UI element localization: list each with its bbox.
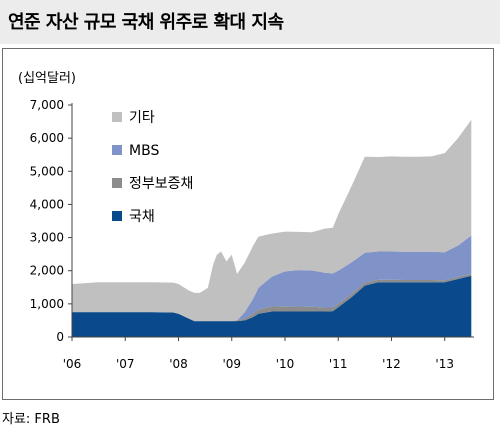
x-tick-label: '13	[435, 357, 454, 371]
y-tick-label: 4,000	[30, 197, 64, 211]
legend-swatch-gita	[112, 112, 122, 122]
x-tick-label: '12	[382, 357, 401, 371]
x-tick-label: '11	[329, 357, 348, 371]
legend-swatch-treasury	[112, 211, 122, 221]
y-tick-label: 0	[56, 330, 64, 344]
legend-swatch-mbs	[112, 145, 122, 155]
y-tick-label: 5,000	[30, 164, 64, 178]
x-tick-label: '10	[276, 357, 295, 371]
y-axis-unit-label: (십억달러)	[18, 71, 76, 86]
y-tick-label: 2,000	[30, 264, 64, 278]
x-tick-label: '07	[116, 357, 135, 371]
y-tick-label: 6,000	[30, 131, 64, 145]
page-title: 연준 자산 규모 국채 위주로 확대 지속	[8, 12, 284, 33]
legend-label-treasury: 국채	[129, 209, 155, 225]
title-bar: 연준 자산 규모 국채 위주로 확대 지속	[0, 0, 500, 44]
y-tick-label: 3,000	[30, 231, 64, 245]
x-tick-label: '06	[63, 357, 82, 371]
legend-label-mbs: MBS	[129, 143, 160, 159]
legend-label-gita: 기타	[129, 110, 155, 126]
area-series-mbs	[72, 235, 472, 322]
area-series-gita	[72, 119, 472, 322]
legend-label-agency-debt: 정부보증채	[129, 176, 194, 192]
source-note: 자료: FRB	[2, 412, 60, 427]
y-tick-label: 1,000	[30, 297, 64, 311]
y-tick-label: 7,000	[30, 98, 64, 112]
legend-swatch-agency-debt	[112, 178, 122, 188]
x-tick-label: '08	[169, 357, 188, 371]
x-tick-label: '09	[222, 357, 241, 371]
area-series-treasury	[72, 275, 472, 337]
